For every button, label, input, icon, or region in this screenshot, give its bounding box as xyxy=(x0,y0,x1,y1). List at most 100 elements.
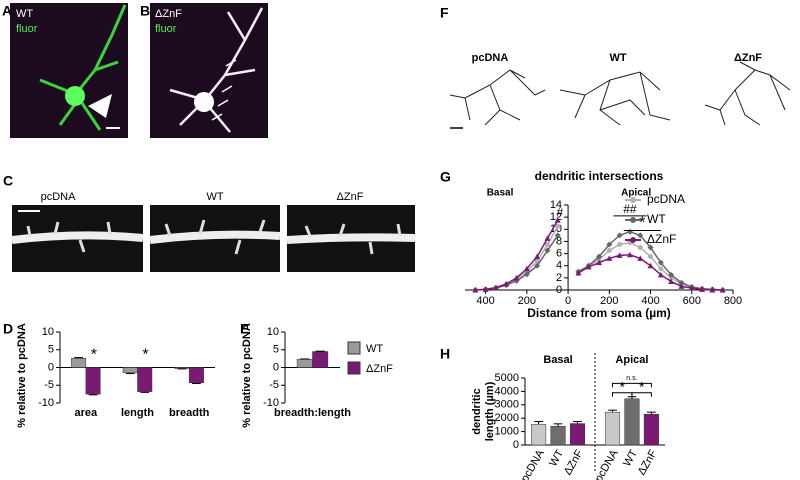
chart-title: dendritic intersections xyxy=(535,169,664,183)
annotation: ## xyxy=(623,202,637,216)
x-tick-label: 200 xyxy=(600,295,618,307)
bar xyxy=(569,423,586,446)
panel-label: A xyxy=(2,3,12,19)
bar xyxy=(624,398,640,446)
panel-label: F xyxy=(440,5,449,21)
x-tick-label: length xyxy=(121,407,154,419)
marker xyxy=(678,279,685,286)
marker xyxy=(534,262,541,269)
marker xyxy=(637,232,644,239)
marker xyxy=(616,252,623,258)
spines xyxy=(26,219,402,255)
tracing xyxy=(559,71,671,126)
marker xyxy=(657,271,664,278)
annotation: * xyxy=(639,378,645,394)
marker xyxy=(606,241,613,248)
marker xyxy=(647,244,654,251)
y-tick-label: 4 xyxy=(556,260,562,272)
image-text: ΔZnF xyxy=(155,8,182,20)
tracing xyxy=(704,61,791,126)
marker xyxy=(575,270,582,276)
marker xyxy=(637,255,644,261)
x-tick-label: 200 xyxy=(518,295,536,307)
caption: ΔZnF xyxy=(337,191,364,203)
caption: WT xyxy=(609,52,626,64)
marker xyxy=(626,251,633,258)
legend-label: ΔZnF xyxy=(366,363,393,375)
marker xyxy=(596,253,602,260)
marker xyxy=(648,254,654,260)
x-tick-label: 400 xyxy=(641,295,659,307)
legend-label: pcDNA xyxy=(647,192,685,206)
panel-label: E xyxy=(240,321,249,337)
marker xyxy=(709,287,716,293)
marker xyxy=(596,259,602,266)
marker xyxy=(534,253,541,260)
marker xyxy=(513,274,520,281)
marker xyxy=(585,263,592,270)
annotation: * xyxy=(91,347,97,364)
y-tick-label: 5 xyxy=(48,344,54,356)
marker xyxy=(658,266,664,272)
y-axis-label: % relative to pcDNA xyxy=(16,323,28,428)
annotation: * xyxy=(142,347,148,364)
panel-a: A WT fluor xyxy=(2,3,128,138)
y-axis-label: % relative to pcDNA xyxy=(241,323,253,428)
y-tick-label: 2 xyxy=(556,272,562,284)
panel-label: D xyxy=(3,321,13,337)
legend-marker xyxy=(630,217,636,223)
marker xyxy=(544,247,551,254)
y-tick-label: -10 xyxy=(38,397,54,409)
caption: WT xyxy=(206,191,223,203)
marker xyxy=(523,271,530,278)
y-tick-label: 10 xyxy=(267,326,279,338)
marker xyxy=(534,258,540,264)
marker xyxy=(637,245,643,250)
image-text: fluor xyxy=(16,23,38,35)
x-tick-label: breadth xyxy=(169,407,210,419)
bar xyxy=(604,411,621,446)
bar xyxy=(312,351,329,368)
soma xyxy=(194,92,214,112)
marker xyxy=(544,241,550,247)
legend-swatch xyxy=(347,341,361,355)
y-tick-label: 4000 xyxy=(495,385,519,397)
marker xyxy=(647,262,654,269)
bar xyxy=(137,367,153,392)
panel-c: C pcDNA WT ΔZnF xyxy=(3,173,416,272)
y-tick-label: -5 xyxy=(44,379,54,391)
y-tick-label: 5000 xyxy=(495,372,519,384)
soma xyxy=(65,86,85,106)
caption: pcDNA xyxy=(41,191,77,203)
y-tick-label: 1000 xyxy=(495,426,519,438)
caption: pcDNA xyxy=(472,52,509,64)
panel-label: B xyxy=(140,3,150,19)
marker xyxy=(554,217,561,223)
y-tick-label: 10 xyxy=(42,326,54,338)
legend-marker xyxy=(630,237,636,243)
x-tick-label: breadth:length xyxy=(274,407,351,419)
y-tick-label: 0 xyxy=(513,439,519,451)
marker xyxy=(492,284,499,291)
bar xyxy=(122,367,138,374)
x-tick-label: area xyxy=(75,407,99,419)
y-tick-label: 14 xyxy=(550,199,562,211)
bar xyxy=(531,423,547,446)
panel-label: C xyxy=(3,173,13,189)
annotation: Apical xyxy=(621,188,651,199)
bar xyxy=(174,367,190,369)
x-tick-label: 600 xyxy=(683,295,701,307)
annotation: * xyxy=(639,214,645,231)
marker xyxy=(688,285,695,291)
y-axis-label: length (µm) xyxy=(484,381,496,441)
neuron xyxy=(169,7,264,133)
marker xyxy=(719,287,726,293)
image-text: WT xyxy=(16,8,33,20)
marker xyxy=(606,248,612,254)
panel-label: H xyxy=(440,346,450,362)
marker xyxy=(699,286,706,292)
annotation: * xyxy=(619,378,625,394)
y-tick-label: 3000 xyxy=(495,399,519,411)
marker xyxy=(657,259,664,266)
arrowhead xyxy=(88,94,112,118)
